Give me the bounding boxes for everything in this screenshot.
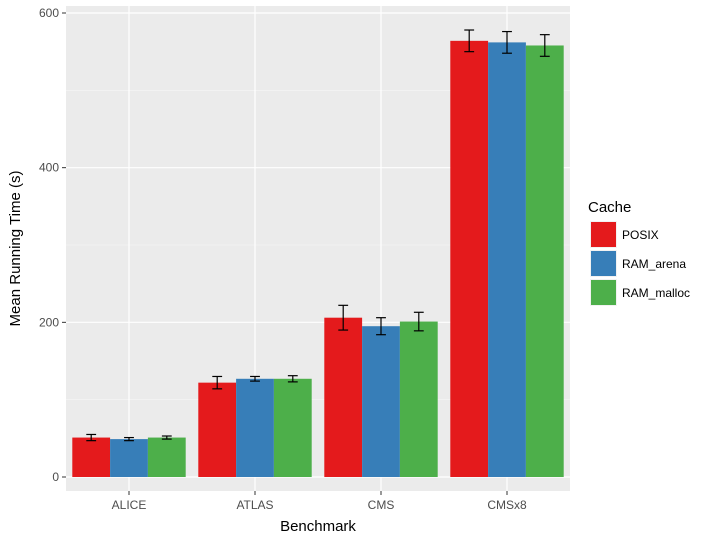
y-axis-title: Mean Running Time (s) [7, 171, 24, 327]
bar [236, 378, 274, 477]
bar [198, 382, 237, 477]
bar [110, 439, 148, 477]
bar [273, 378, 312, 477]
y-tick-label: 200 [39, 315, 59, 329]
bar [399, 321, 438, 477]
legend-title: Cache [588, 199, 631, 216]
y-tick-label: 600 [39, 6, 59, 20]
x-tick-label: ATLAS [236, 498, 273, 512]
legend-key [591, 280, 616, 305]
x-axis: ALICE ATLAS CMS CMSx8 [112, 491, 527, 512]
bar [362, 326, 400, 477]
bar [525, 45, 564, 477]
legend-key [591, 222, 616, 247]
bar [72, 437, 111, 477]
y-tick-label: 400 [39, 161, 59, 175]
x-tick-label: CMS [368, 498, 395, 512]
bar [488, 42, 526, 478]
legend-label: RAM_malloc [622, 286, 690, 300]
bar [324, 317, 363, 477]
y-axis: 0 200 400 600 [39, 6, 66, 484]
legend-key [591, 251, 616, 276]
bars [72, 40, 564, 478]
y-tick-label: 0 [52, 470, 59, 484]
legend-label: RAM_arena [622, 257, 686, 271]
legend: Cache POSIX RAM_arena RAM_malloc [588, 199, 690, 306]
x-tick-label: CMSx8 [487, 498, 527, 512]
error-bars [86, 29, 550, 442]
legend-label: POSIX [622, 228, 659, 242]
bar [147, 437, 186, 477]
bar [450, 40, 489, 478]
x-tick-label: ALICE [112, 498, 147, 512]
x-axis-title: Benchmark [280, 518, 356, 535]
